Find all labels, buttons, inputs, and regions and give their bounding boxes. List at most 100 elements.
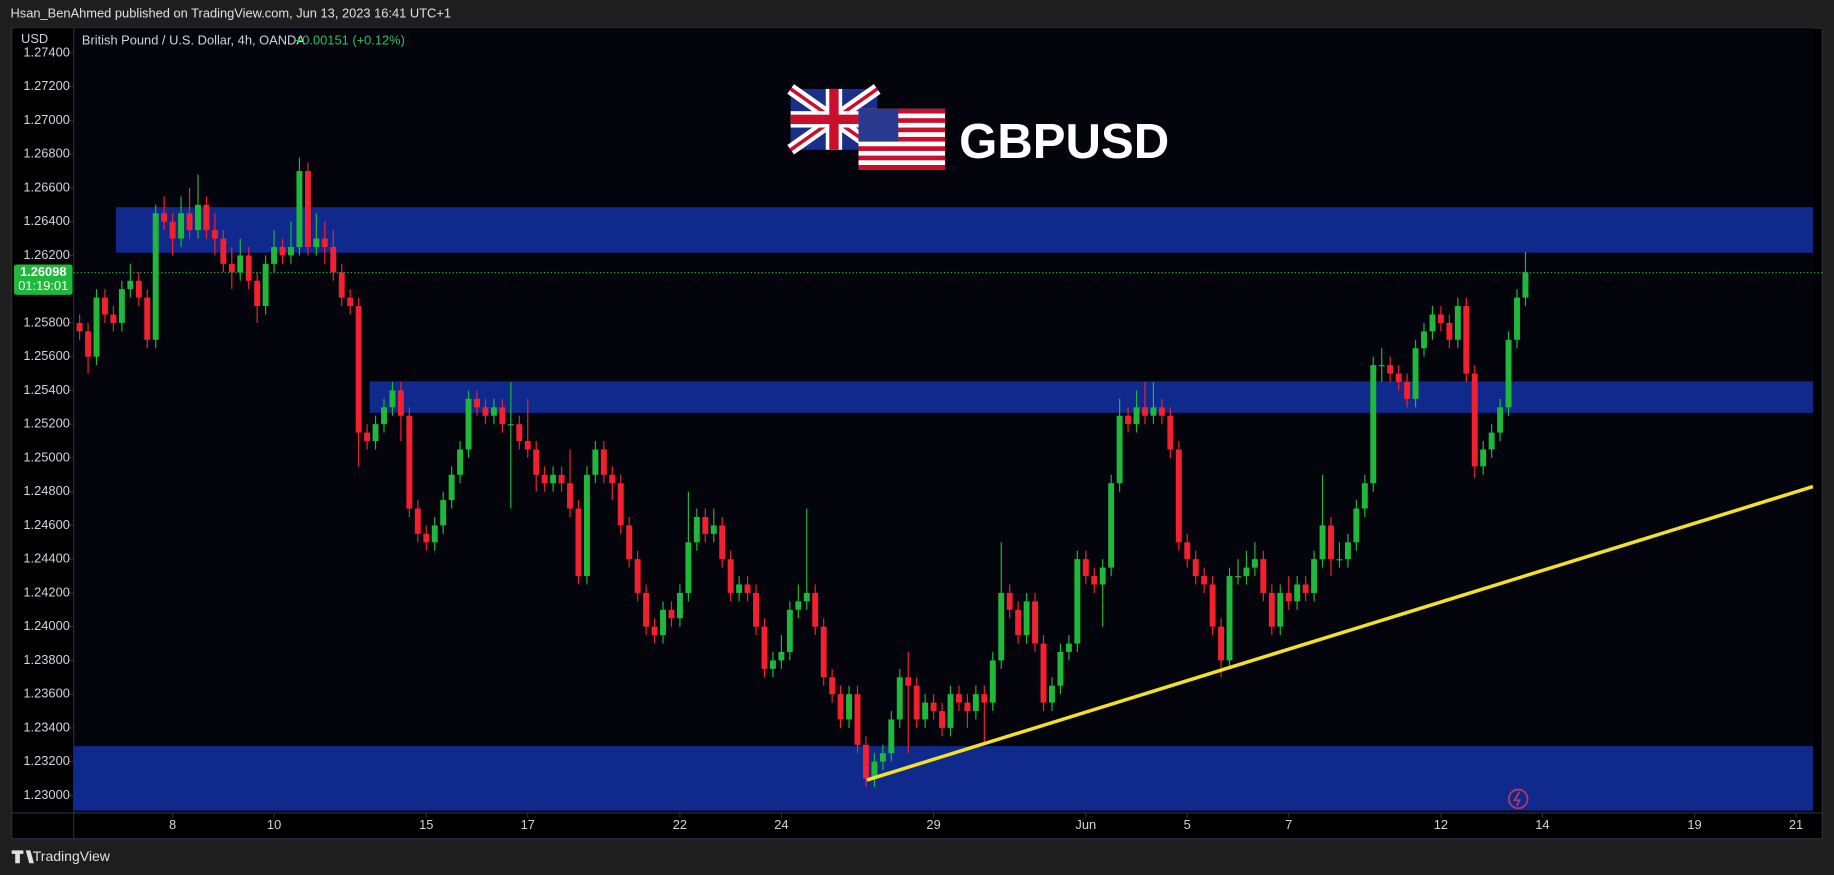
candle-body bbox=[583, 474, 590, 577]
candle-body bbox=[169, 221, 176, 239]
candle-body bbox=[533, 449, 540, 475]
candle-body bbox=[144, 297, 151, 340]
candle-body bbox=[854, 694, 861, 745]
candle-body bbox=[930, 702, 937, 712]
candle-body bbox=[1437, 314, 1444, 323]
candle-body bbox=[389, 390, 396, 408]
candle-body bbox=[1370, 365, 1377, 484]
candle-body bbox=[609, 474, 616, 484]
candle-body bbox=[203, 204, 210, 231]
candle-body bbox=[660, 609, 666, 636]
candle-body bbox=[989, 660, 996, 703]
candle-body bbox=[1218, 626, 1225, 661]
candle-body bbox=[135, 280, 142, 298]
y-tick-label: 1.23800 bbox=[23, 652, 69, 667]
candle-body bbox=[178, 213, 185, 239]
candle-body bbox=[1404, 381, 1411, 399]
x-tick-label: Jun bbox=[1075, 817, 1096, 832]
x-tick-label: 22 bbox=[673, 817, 687, 832]
x-tick-label: 17 bbox=[521, 817, 535, 832]
x-tick-label: 15 bbox=[419, 817, 433, 832]
candle-body bbox=[1429, 314, 1436, 332]
candle-body bbox=[786, 609, 793, 652]
y-tick-label: 1.25200 bbox=[23, 416, 69, 431]
candle-body bbox=[702, 516, 709, 534]
candle-body bbox=[626, 525, 633, 560]
candle-body bbox=[1184, 542, 1191, 560]
candle-body bbox=[1260, 559, 1267, 593]
y-tick-label: 1.24000 bbox=[23, 618, 69, 633]
y-tick-label: 1.26200 bbox=[23, 247, 69, 262]
x-tick-label: 19 bbox=[1687, 817, 1701, 832]
zone bbox=[115, 207, 1813, 253]
candle-body bbox=[1336, 559, 1343, 561]
candle-body bbox=[676, 592, 683, 619]
candle-body bbox=[727, 559, 734, 593]
candle-body bbox=[1040, 643, 1047, 703]
candle-body bbox=[1361, 483, 1368, 509]
candle-body bbox=[364, 432, 371, 442]
y-tick-label: 1.26800 bbox=[23, 146, 69, 161]
candle-body bbox=[651, 626, 658, 636]
candle-body bbox=[110, 314, 117, 323]
candle-body bbox=[262, 263, 269, 307]
candle-body bbox=[575, 508, 582, 577]
candle-body bbox=[1099, 567, 1106, 585]
zone bbox=[369, 381, 1813, 413]
y-tick-label: 1.27200 bbox=[23, 78, 69, 93]
candle-body bbox=[719, 525, 726, 560]
candle-body bbox=[685, 542, 692, 593]
candle-body bbox=[913, 685, 920, 720]
candle-body bbox=[1015, 609, 1022, 636]
x-tick-label: 24 bbox=[774, 817, 788, 832]
candle-body bbox=[1319, 525, 1326, 560]
trendline bbox=[866, 484, 1814, 782]
chart-title: GBPUSD bbox=[959, 115, 1169, 169]
candle-body bbox=[1277, 592, 1284, 627]
candle-body bbox=[643, 592, 650, 627]
y-tick-label: 1.24800 bbox=[23, 483, 69, 498]
candle-body bbox=[803, 592, 810, 602]
candle-body bbox=[1082, 559, 1089, 577]
candle-body bbox=[1142, 407, 1148, 416]
candle-body bbox=[972, 694, 979, 712]
candle-body bbox=[710, 525, 717, 534]
candle-body bbox=[1378, 365, 1385, 367]
candle-body bbox=[812, 592, 819, 627]
candle-body bbox=[1497, 407, 1504, 433]
candle-body bbox=[1150, 407, 1157, 416]
candle-body bbox=[186, 213, 193, 231]
candle-body bbox=[288, 246, 294, 256]
x-tick-label: 8 bbox=[169, 817, 176, 832]
candle-body bbox=[1344, 542, 1351, 560]
publisher: Hsan_BenAhmed published on TradingView.c… bbox=[11, 5, 451, 20]
alert-icon[interactable] bbox=[1507, 788, 1529, 810]
candle-body bbox=[516, 424, 523, 442]
candle-body bbox=[541, 474, 548, 484]
candle-body bbox=[321, 238, 328, 247]
candle-body bbox=[905, 677, 912, 686]
y-tick-label: 1.23400 bbox=[23, 719, 69, 734]
candle-body bbox=[1125, 415, 1132, 425]
candle-body bbox=[1488, 432, 1495, 450]
candle-body bbox=[1226, 576, 1233, 661]
candle-body bbox=[1471, 373, 1478, 467]
candle-body bbox=[465, 398, 472, 450]
candle-body bbox=[795, 601, 802, 610]
candle-body bbox=[499, 407, 506, 425]
candle-body bbox=[1353, 508, 1360, 543]
unit-box bbox=[14, 28, 73, 52]
y-axis-label: USD bbox=[21, 31, 48, 46]
candle-body bbox=[431, 525, 438, 543]
candle-body bbox=[507, 424, 514, 426]
candle-body bbox=[1387, 365, 1394, 374]
x-tick-label: 21 bbox=[1789, 817, 1803, 832]
y-tick-label: 1.24200 bbox=[23, 584, 69, 599]
candle-body bbox=[474, 398, 480, 408]
candle-body bbox=[313, 238, 320, 247]
candle-body bbox=[406, 415, 413, 509]
candle-body bbox=[423, 533, 430, 543]
candle-body bbox=[1251, 559, 1258, 568]
candle-body bbox=[1235, 576, 1241, 578]
